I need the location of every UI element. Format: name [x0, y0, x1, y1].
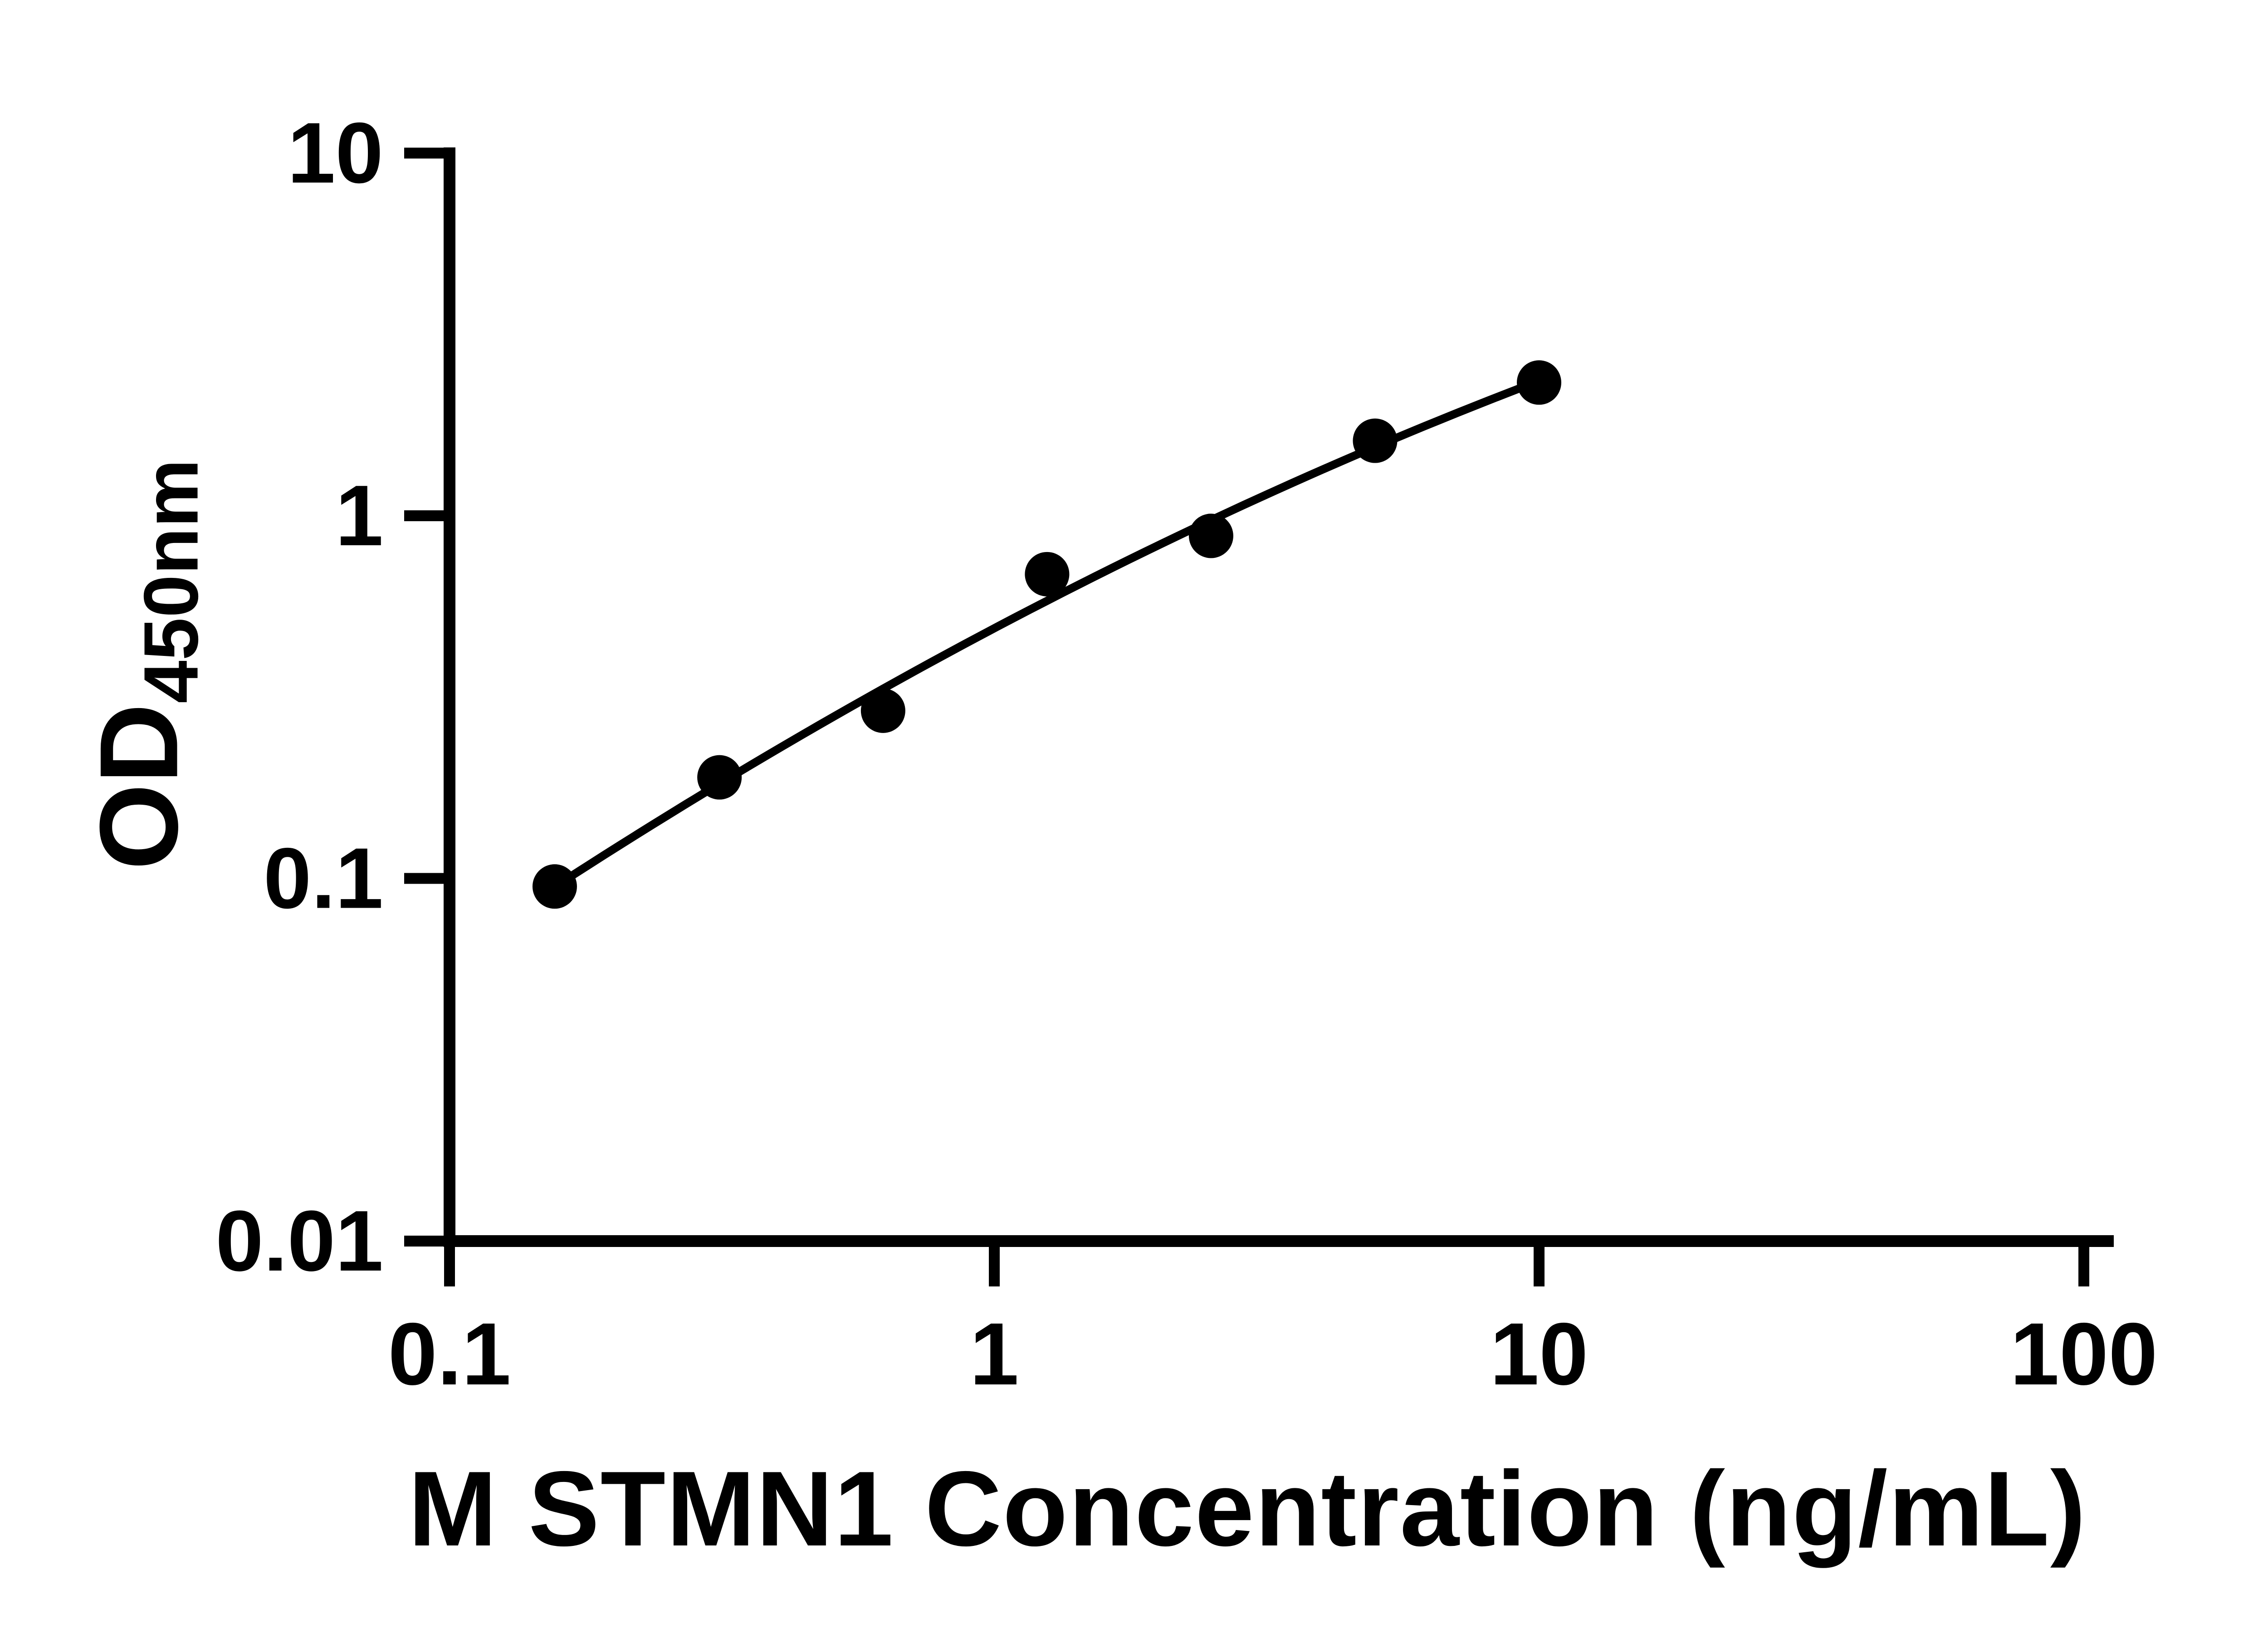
x-tick-label: 1 — [970, 1305, 1019, 1403]
x-tick-label: 10 — [1490, 1305, 1589, 1403]
data-point — [532, 864, 577, 909]
trend-curve — [550, 376, 1543, 891]
y-axis-title-subscript: 450nm — [128, 459, 215, 704]
data-point — [697, 755, 742, 800]
data-point — [860, 688, 905, 733]
y-axis-title-main: OD — [76, 703, 201, 870]
y-tick-label: 10 — [288, 105, 383, 201]
y-tick-label: 0.1 — [264, 831, 383, 927]
x-tick-label: 0.1 — [388, 1305, 511, 1403]
y-tick-label: 1 — [335, 468, 383, 564]
data-point — [1517, 360, 1561, 405]
x-tick-label: 100 — [2010, 1305, 2157, 1403]
data-point — [1188, 513, 1233, 558]
data-point — [1353, 418, 1398, 463]
y-axis-title: OD450nm — [75, 459, 216, 870]
x-axis-title: M STMN1 Concentration (ng/mL) — [408, 1449, 2087, 1568]
data-point — [1025, 552, 1070, 596]
y-tick-label: 0.01 — [215, 1193, 383, 1289]
